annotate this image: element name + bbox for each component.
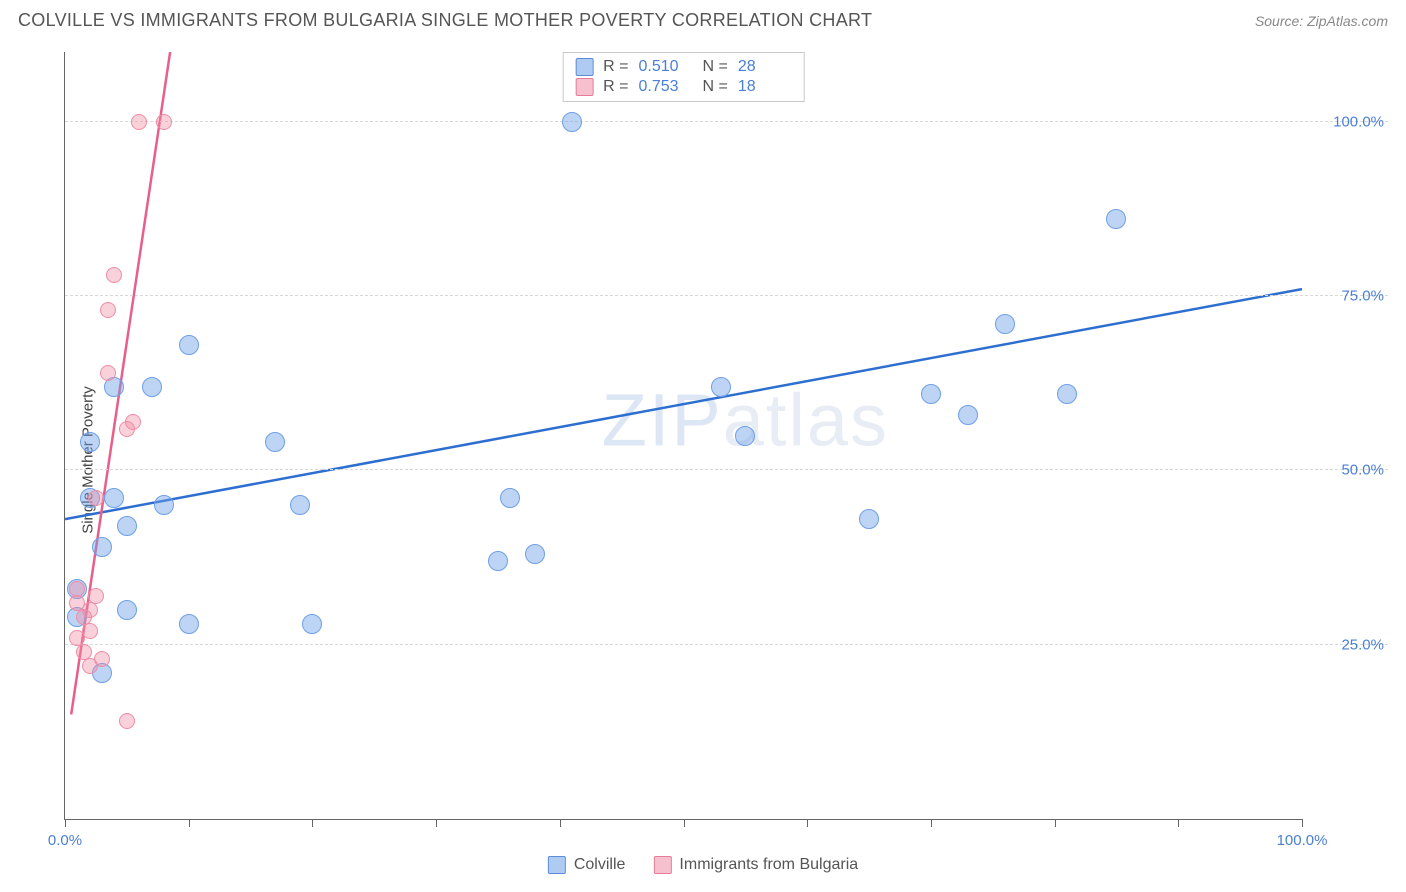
data-point-bulgaria: [69, 581, 85, 597]
r-value: 0.510: [639, 58, 693, 76]
chart-container: Single Mother Poverty ZIPatlas R = 0.510…: [18, 44, 1388, 876]
data-point-colville: [290, 495, 310, 515]
swatch-pink-icon: [653, 856, 671, 874]
trend-lines: [65, 52, 1302, 819]
x-tick: [189, 819, 190, 827]
n-label: N =: [703, 58, 728, 76]
data-point-bulgaria: [156, 114, 172, 130]
data-point-colville: [500, 488, 520, 508]
x-tick: [931, 819, 932, 827]
x-tick: [1302, 819, 1303, 827]
watermark: ZIPatlas: [602, 378, 889, 463]
n-value: 28: [738, 58, 792, 76]
n-value: 18: [738, 78, 792, 96]
x-tick: [1055, 819, 1056, 827]
data-point-colville: [154, 495, 174, 515]
data-point-colville: [1106, 209, 1126, 229]
legend-label: Immigrants from Bulgaria: [679, 856, 858, 874]
data-point-bulgaria: [94, 651, 110, 667]
y-tick-label: 100.0%: [1333, 113, 1384, 130]
gridline: [65, 295, 1388, 296]
gridline: [65, 469, 1388, 470]
data-point-colville: [735, 426, 755, 446]
data-point-colville: [958, 405, 978, 425]
data-point-bulgaria: [88, 588, 104, 604]
x-tick: [65, 819, 66, 827]
y-tick-label: 50.0%: [1341, 462, 1384, 479]
x-tick: [807, 819, 808, 827]
y-tick-label: 75.0%: [1341, 288, 1384, 305]
data-point-colville: [117, 600, 137, 620]
data-point-colville: [525, 544, 545, 564]
data-point-colville: [179, 335, 199, 355]
data-point-bulgaria: [100, 365, 116, 381]
data-point-colville: [179, 614, 199, 634]
data-point-bulgaria: [125, 414, 141, 430]
x-tick: [436, 819, 437, 827]
stats-row-pink: R = 0.753 N = 18: [575, 77, 792, 97]
stats-legend: R = 0.510 N = 28 R = 0.753 N = 18: [562, 52, 805, 102]
r-label: R =: [603, 58, 628, 76]
bottom-legend: Colville Immigrants from Bulgaria: [548, 856, 858, 874]
legend-label: Colville: [574, 856, 626, 874]
r-value: 0.753: [639, 78, 693, 96]
data-point-colville: [265, 432, 285, 452]
source-label: Source: ZipAtlas.com: [1255, 13, 1388, 29]
gridline: [65, 644, 1388, 645]
swatch-blue-icon: [575, 58, 593, 76]
x-tick: [312, 819, 313, 827]
legend-item-colville: Colville: [548, 856, 626, 874]
x-tick-label: 100.0%: [1277, 832, 1328, 849]
data-point-colville: [92, 537, 112, 557]
data-point-bulgaria: [119, 713, 135, 729]
plot-area: ZIPatlas R = 0.510 N = 28 R = 0.753 N = …: [64, 52, 1302, 820]
data-point-bulgaria: [100, 302, 116, 318]
data-point-bulgaria: [82, 623, 98, 639]
data-point-colville: [488, 551, 508, 571]
x-tick-label: 0.0%: [48, 832, 82, 849]
data-point-colville: [859, 509, 879, 529]
data-point-colville: [142, 377, 162, 397]
data-point-colville: [302, 614, 322, 634]
r-label: R =: [603, 78, 628, 96]
stats-row-blue: R = 0.510 N = 28: [575, 57, 792, 77]
swatch-pink-icon: [575, 78, 593, 96]
data-point-colville: [921, 384, 941, 404]
swatch-blue-icon: [548, 856, 566, 874]
data-point-bulgaria: [131, 114, 147, 130]
legend-item-bulgaria: Immigrants from Bulgaria: [653, 856, 858, 874]
data-point-colville: [1057, 384, 1077, 404]
chart-title: COLVILLE VS IMMIGRANTS FROM BULGARIA SIN…: [18, 10, 872, 31]
data-point-bulgaria: [106, 267, 122, 283]
x-tick: [1178, 819, 1179, 827]
data-point-colville: [80, 432, 100, 452]
data-point-colville: [995, 314, 1015, 334]
x-tick: [560, 819, 561, 827]
n-label: N =: [703, 78, 728, 96]
y-tick-label: 25.0%: [1341, 636, 1384, 653]
data-point-bulgaria: [88, 490, 104, 506]
data-point-bulgaria: [82, 602, 98, 618]
data-point-colville: [711, 377, 731, 397]
gridline: [65, 121, 1388, 122]
data-point-colville: [117, 516, 137, 536]
data-point-colville: [104, 488, 124, 508]
header: COLVILLE VS IMMIGRANTS FROM BULGARIA SIN…: [0, 0, 1406, 37]
data-point-colville: [562, 112, 582, 132]
x-tick: [684, 819, 685, 827]
